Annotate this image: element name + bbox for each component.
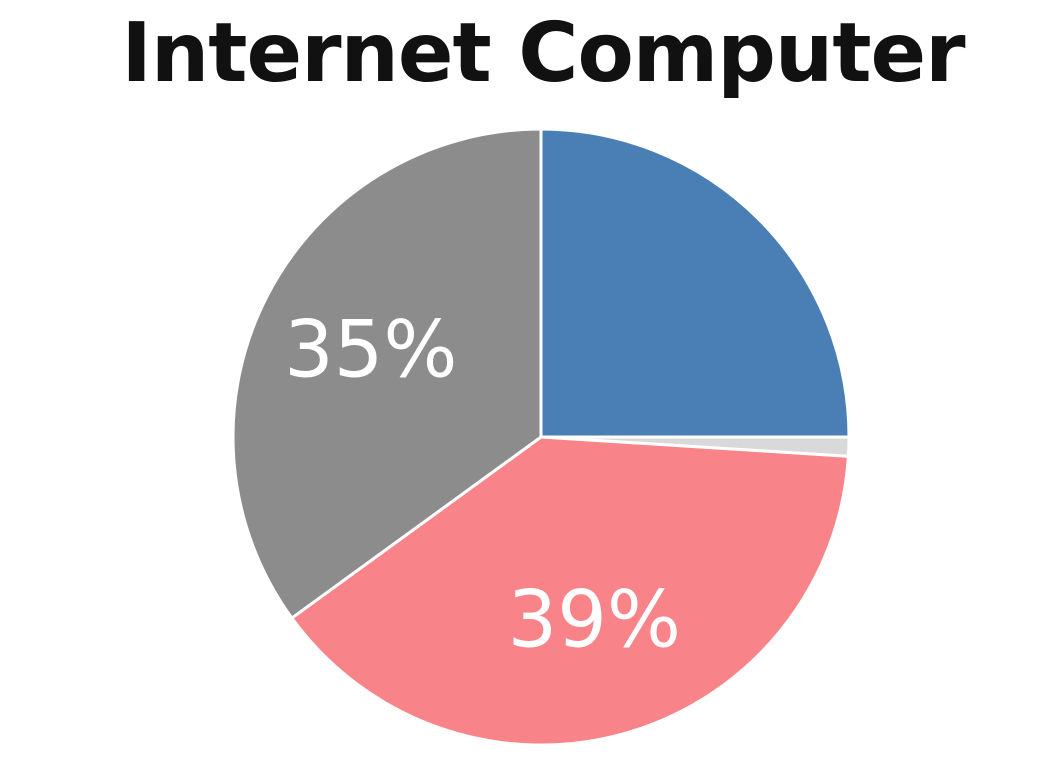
chart-title: Internet Computer [121, 6, 965, 101]
pie-slice-0 [539, 127, 851, 439]
slice-label-2: 39% [508, 575, 681, 665]
pie-slice-3 [231, 127, 543, 620]
slice-label-3: 35% [284, 305, 457, 395]
pie-slice-2 [290, 435, 850, 747]
